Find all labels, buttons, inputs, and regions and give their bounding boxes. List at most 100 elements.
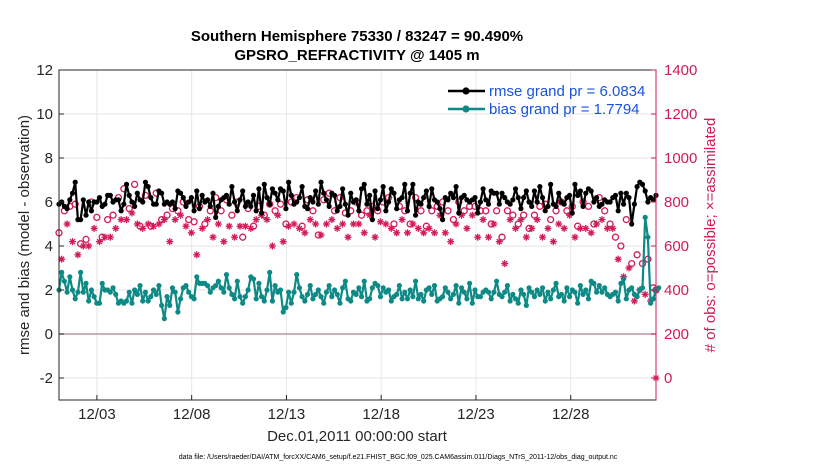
bias-point [639,285,646,291]
bias-point [645,234,651,240]
asterisk-stroke [642,291,649,298]
asterisk-stroke [377,218,384,225]
bias-point [477,294,484,300]
x-tick-label: 12/13 [268,406,306,423]
rmse-point [450,195,456,201]
rmse-point [129,199,135,205]
rmse-point [275,197,281,203]
asterisk-stroke [399,216,405,223]
asterisk-stroke [69,238,76,245]
bias-point [629,285,635,291]
obs-assimilated-point [322,220,330,228]
bias-point [99,280,105,286]
obs-possible-point [611,233,620,241]
rmse-point [213,214,219,220]
rmse-point [323,197,330,203]
asterisk-stroke [463,225,470,232]
rmse-point [142,179,149,185]
obs-assimilated-point [522,233,530,241]
bias-point [593,289,600,295]
rmse-point [496,201,502,207]
asterisk-stroke [528,225,535,232]
rmse-point [321,190,327,196]
y2-axis-label: # of obs: o=possible; ×=assimilated [702,118,719,353]
y-tick-label: 2 [45,282,53,299]
asterisk-stroke [609,225,616,232]
bias-point [194,274,200,280]
obs-assimilated-point [268,242,276,250]
bias-point [61,278,68,284]
obs-assimilated-point [349,220,357,228]
asterisk-stroke [134,221,141,227]
bias-point [515,300,521,306]
asterisk-stroke [280,238,287,245]
rmse-point [480,186,486,192]
asterisk-stroke [74,251,81,258]
bias-point [186,289,192,295]
bias-point [415,296,421,302]
obs-assimilated-point [252,216,260,224]
obs-assimilated-point [139,224,147,232]
obs-possible-point [633,251,641,259]
bias-point [510,291,516,297]
obs-assimilated-point [539,233,547,241]
obs-assimilated-point [150,222,158,230]
bias-point [410,294,416,300]
bias-point [426,285,432,291]
bias-point [494,278,500,284]
obs-assimilated-point [474,233,482,241]
bias-point [421,298,427,304]
asterisk-stroke [382,221,389,227]
bias-point [488,296,494,302]
rmse-point [123,181,130,187]
rmse-point [421,195,427,201]
asterisk-stroke [361,229,368,236]
rmse-point [296,195,303,201]
bias-point [86,298,92,304]
bias-point [599,289,605,295]
rmse-point [283,206,289,212]
bias-point [369,285,375,291]
rmse-point [207,203,213,209]
rmse-point [380,184,386,190]
bias-point [207,289,213,295]
bias-point [153,291,159,297]
obs-assimilated-point [598,216,606,224]
obs-possible-point [428,207,436,215]
obs-assimilated-point [355,220,363,228]
bias-point [91,294,97,300]
obs-assimilated-point [106,233,114,241]
bias-point [620,276,627,282]
rmse-point [261,181,267,187]
obs-possible-point [563,207,571,215]
y2-axis-ticks: 0 200 400 600 800 1000 1200 1400 [651,62,697,400]
bias-point [450,291,456,297]
y2-tick-label: 400 [664,282,689,299]
obs-assimilated-point [630,297,638,305]
asterisk-stroke [501,260,508,267]
obs-possible-point [357,211,366,219]
obs-possible-point [201,220,209,228]
legend-item-rmse: rmse grand pr = 6.0834 [448,83,645,100]
asterisk-stroke [145,221,152,227]
obs-possible-point [498,233,506,241]
bias-point [388,298,394,304]
rmse-point [626,195,632,201]
x-tick-label: 12/28 [552,406,590,423]
bias-point [394,291,400,297]
rmse-point [572,181,578,187]
rmse-point [326,203,332,209]
bias-point [183,283,189,289]
rmse-point [280,188,286,194]
bias-point [412,278,419,284]
obs-assimilated-point [177,211,185,219]
bias-point [67,274,73,280]
bias-point [404,296,411,302]
rmse-point [437,206,443,212]
obs-assimilated-point [198,224,206,232]
rmse-point [304,206,311,212]
rmse-point [593,195,600,201]
rmse-point [358,186,365,192]
rmse-point [64,206,70,212]
bias-point [272,283,278,289]
